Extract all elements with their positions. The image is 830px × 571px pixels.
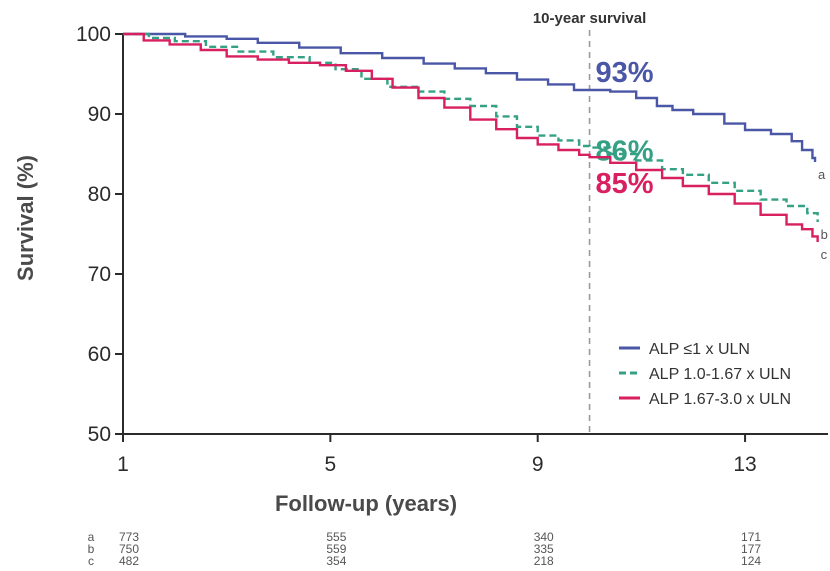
series-end-label: a: [818, 167, 826, 182]
risk-value: 177: [741, 542, 761, 556]
y-tick-label: 80: [88, 183, 111, 206]
risk-value: 559: [326, 542, 346, 556]
numbers-at-risk-table: a 773 555 340 171 b 750 559 335 177 c 482 354 218 124: [88, 530, 762, 568]
y-axis-title: Survival (%): [13, 155, 38, 281]
legend-label: ALP ≤1 x ULN: [649, 341, 750, 358]
series-line-c: [123, 32, 819, 242]
x-tick-label: 9: [532, 453, 544, 476]
legend: ALP ≤1 x ULN ALP 1.0-1.67 x ULN ALP 1.67-3…: [619, 341, 791, 408]
x-tick-label: 1: [117, 453, 129, 476]
y-tick-label: 70: [88, 263, 111, 286]
y-tick-label: 100: [76, 23, 111, 46]
survival-callout: 85%: [596, 168, 654, 200]
risk-value: 335: [534, 542, 554, 556]
y-tick-label: 60: [88, 343, 111, 366]
risk-value: 171: [741, 530, 761, 544]
survival-callout: 93%: [596, 57, 654, 89]
legend-label: ALP 1.67-3.0 x ULN: [649, 391, 791, 408]
x-tick-label: 13: [733, 453, 756, 476]
risk-row-label: c: [88, 554, 94, 568]
series-end-label: b: [821, 227, 828, 242]
y-tick-label: 90: [88, 103, 111, 126]
risk-value: 773: [119, 530, 139, 544]
risk-value: 555: [326, 530, 346, 544]
risk-value: 218: [534, 554, 554, 568]
risk-value: 124: [741, 554, 761, 568]
risk-value: 750: [119, 542, 139, 556]
series-end-label: c: [821, 247, 828, 262]
risk-row-label: b: [88, 542, 95, 556]
y-tick-label: 50: [88, 423, 111, 446]
risk-row-label: a: [88, 530, 95, 544]
x-axis-title: Follow-up (years): [275, 491, 457, 516]
series-line-b: [123, 32, 819, 222]
series-line-a: [123, 32, 817, 162]
legend-label: ALP 1.0-1.67 x ULN: [649, 366, 791, 383]
risk-value: 482: [119, 554, 139, 568]
risk-value: 340: [534, 530, 554, 544]
risk-value: 354: [326, 554, 346, 568]
x-tick-label: 5: [325, 453, 337, 476]
reference-line-label: 10-year survival: [533, 10, 646, 27]
